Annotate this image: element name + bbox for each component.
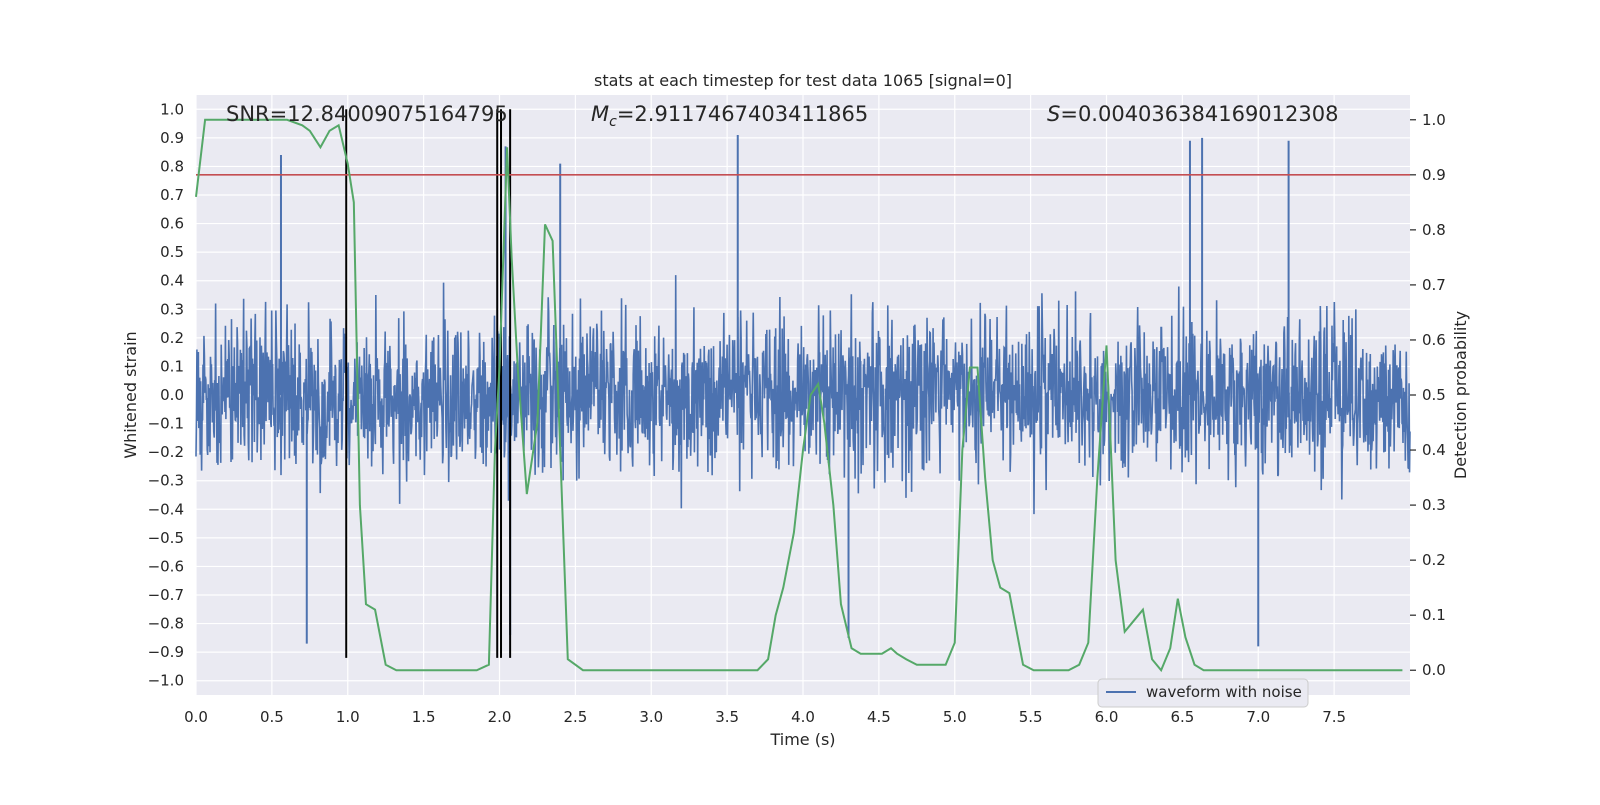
y2-tick-label: 0.9	[1422, 166, 1446, 184]
y2-axis-ticks: 0.0 0.1 0.2 0.3 0.4 0.5 0.6 0.7 0.8 0.9 1.0	[1410, 111, 1446, 679]
y-tick-label: −0.4	[148, 500, 184, 518]
y2-tick-label: 0.4	[1422, 441, 1446, 459]
y-tick-label: 1.0	[160, 100, 184, 118]
x-axis-ticks: 0.0 0.5 1.0 1.5 2.0 2.5 3.0 3.5 4.0 4.5 5.0 5.5 6.0 6…	[184, 708, 1346, 726]
s-symbol: S	[1047, 102, 1060, 126]
y2-tick-label: 1.0	[1422, 111, 1446, 129]
s-value: =0.004036384169012308	[1060, 102, 1338, 126]
y-tick-label: 0.8	[160, 157, 184, 175]
legend-box	[1097, 678, 1309, 708]
x-tick-label: 6.0	[1095, 708, 1119, 726]
y-axis-label: Whitened strain	[121, 331, 140, 458]
x-tick-label: 1.5	[412, 708, 436, 726]
y-tick-label: 0.5	[160, 243, 184, 261]
y-tick-label: −0.6	[148, 557, 184, 575]
y2-tick-label: 0.7	[1422, 276, 1446, 294]
mc-annotation: Mc=2.9117467403411865	[591, 102, 868, 130]
y-tick-label: 0.6	[160, 215, 184, 233]
y-tick-label: 0.2	[160, 329, 184, 347]
chart-title: stats at each timestep for test data 106…	[594, 71, 1012, 90]
detection-probability-line	[195, 118, 1403, 673]
x-tick-label: 0.0	[184, 708, 208, 726]
waveform-line	[195, 275, 1411, 515]
y2-tick-label: 0.1	[1422, 606, 1446, 624]
x-tick-label: 5.0	[943, 708, 967, 726]
y-tick-label: −0.9	[148, 643, 184, 661]
y-tick-label: 0.7	[160, 186, 184, 204]
detection-probability-series	[195, 118, 1403, 673]
y-tick-label: −0.8	[148, 615, 184, 633]
y-tick-label: −0.3	[148, 472, 184, 490]
y2-tick-label: 0.6	[1422, 331, 1446, 349]
x-tick-label: 1.0	[336, 708, 360, 726]
y-tick-label: 0.4	[160, 272, 184, 290]
y2-tick-label: 0.8	[1422, 221, 1446, 239]
y2-axis-label: Detection probability	[1451, 311, 1470, 479]
y-tick-label: −0.5	[148, 529, 184, 547]
mc-value: =2.9117467403411865	[617, 102, 868, 126]
x-tick-label: 3.0	[639, 708, 663, 726]
y-tick-label: −0.7	[148, 586, 184, 604]
y-tick-label: 0.0	[160, 386, 184, 404]
legend-label-waveform: waveform with noise	[1146, 683, 1302, 701]
snr-annotation: SNR=12.84009075164795	[226, 102, 508, 126]
y-tick-label: −0.1	[148, 415, 184, 433]
y-tick-label: 0.1	[160, 357, 184, 375]
x-tick-label: 4.5	[867, 708, 891, 726]
y2-tick-label: 0.0	[1422, 661, 1446, 679]
x-tick-label: 6.5	[1170, 708, 1194, 726]
y-tick-label: 0.3	[160, 300, 184, 318]
mc-subscript: c	[609, 114, 617, 130]
x-tick-label: 0.5	[260, 708, 284, 726]
y2-tick-label: 0.5	[1422, 386, 1446, 404]
x-axis-label: Time (s)	[769, 730, 835, 749]
legend: waveform with noise	[1097, 678, 1309, 708]
mc-symbol: M	[591, 102, 609, 126]
x-tick-label: 3.5	[715, 708, 739, 726]
x-tick-label: 2.5	[563, 708, 587, 726]
y-tick-label: 0.9	[160, 129, 184, 147]
y-axis-ticks: −1.0 −0.9 −0.8 −0.7 −0.6 −0.5 −0.4 −0.3 −0.2 −0.1…	[148, 100, 184, 689]
y-tick-label: −0.2	[148, 443, 184, 461]
x-tick-label: 4.0	[791, 708, 815, 726]
s-annotation: S=0.004036384169012308	[1047, 102, 1338, 126]
x-tick-label: 5.5	[1019, 708, 1043, 726]
y-tick-label: −1.0	[148, 672, 184, 690]
y2-tick-label: 0.3	[1422, 496, 1446, 514]
y2-tick-label: 0.2	[1422, 551, 1446, 569]
x-tick-label: 7.0	[1246, 708, 1270, 726]
x-tick-label: 2.0	[488, 708, 512, 726]
event-markers	[345, 109, 512, 658]
x-tick-label: 7.5	[1322, 708, 1346, 726]
